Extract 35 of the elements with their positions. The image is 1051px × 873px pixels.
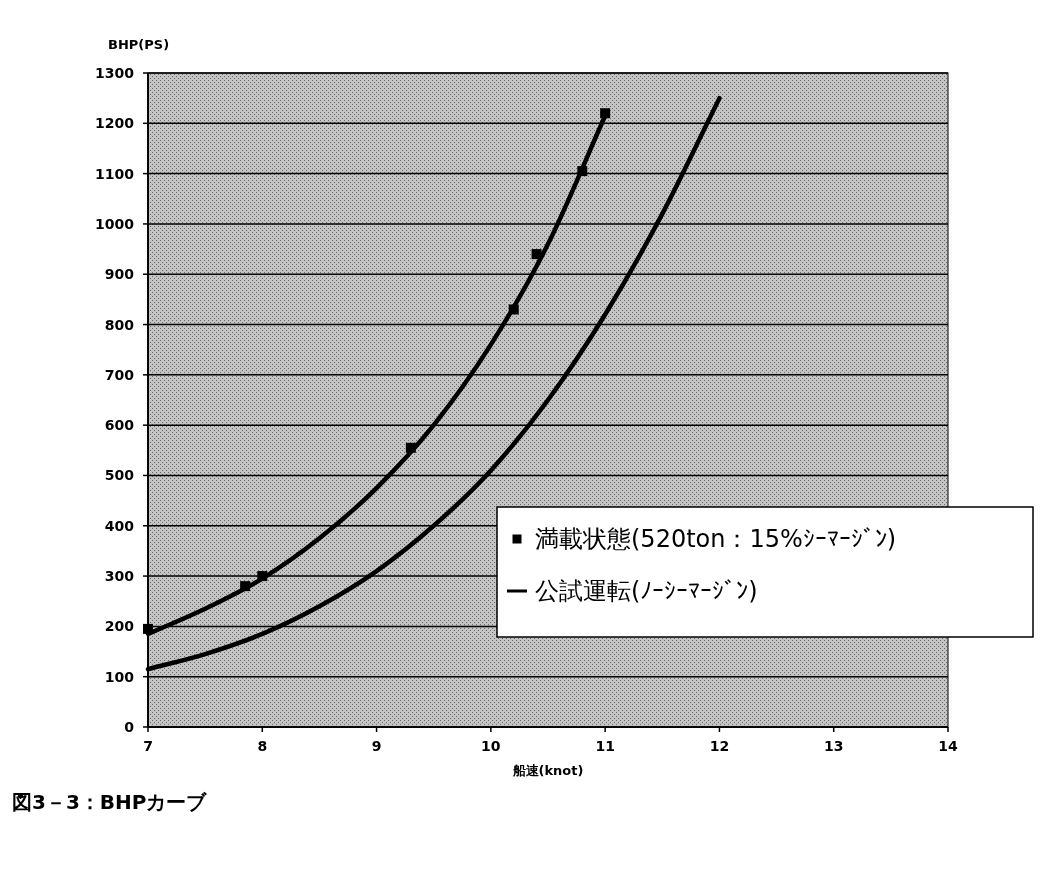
y-tick-label: 200 [104,618,135,635]
y-tick-label: 1300 [95,65,135,81]
y-tick-label: 1100 [95,165,135,182]
x-tick-label: 13 [823,738,844,754]
point [405,442,416,453]
x-tick-label: 14 [938,738,958,754]
y-tick-label: 800 [104,316,135,333]
x-tick-label: 10 [481,738,501,754]
legend-label: 満載状態(520ton：15%ｼｰﾏｰｼﾞﾝ) [535,525,897,553]
point [508,304,519,315]
caption: 図3－3：BHPカーブ [12,790,208,814]
x-axis-title: 船速(knot) [511,763,584,778]
point [577,166,588,177]
x-tick-label: 9 [371,738,382,754]
point [257,571,268,582]
y-tick-label: 700 [104,366,135,383]
point [143,623,153,634]
y-tick-label: 500 [104,467,135,484]
x-tick-label: 12 [709,738,730,754]
y-axis-title: BHP(PS) [108,37,170,52]
y-tick-label: 1000 [95,215,135,232]
x-tick-label: 7 [143,738,153,754]
y-tick-label: 100 [104,668,135,685]
point [240,581,251,592]
y-tick-label: 600 [104,417,135,434]
y-tick-label: 900 [104,266,135,283]
y-tick-label: 0 [124,719,135,735]
legend-label: 公試運転(ﾉｰｼｰﾏｰｼﾞﾝ) [535,577,758,605]
y-tick-label: 1200 [95,115,135,132]
y-tick-label: 300 [104,568,135,585]
point [531,249,542,260]
x-tick-label: 11 [595,738,615,754]
point [600,108,611,119]
y-tick-label: 400 [104,517,135,534]
x-tick-label: 8 [257,738,268,754]
